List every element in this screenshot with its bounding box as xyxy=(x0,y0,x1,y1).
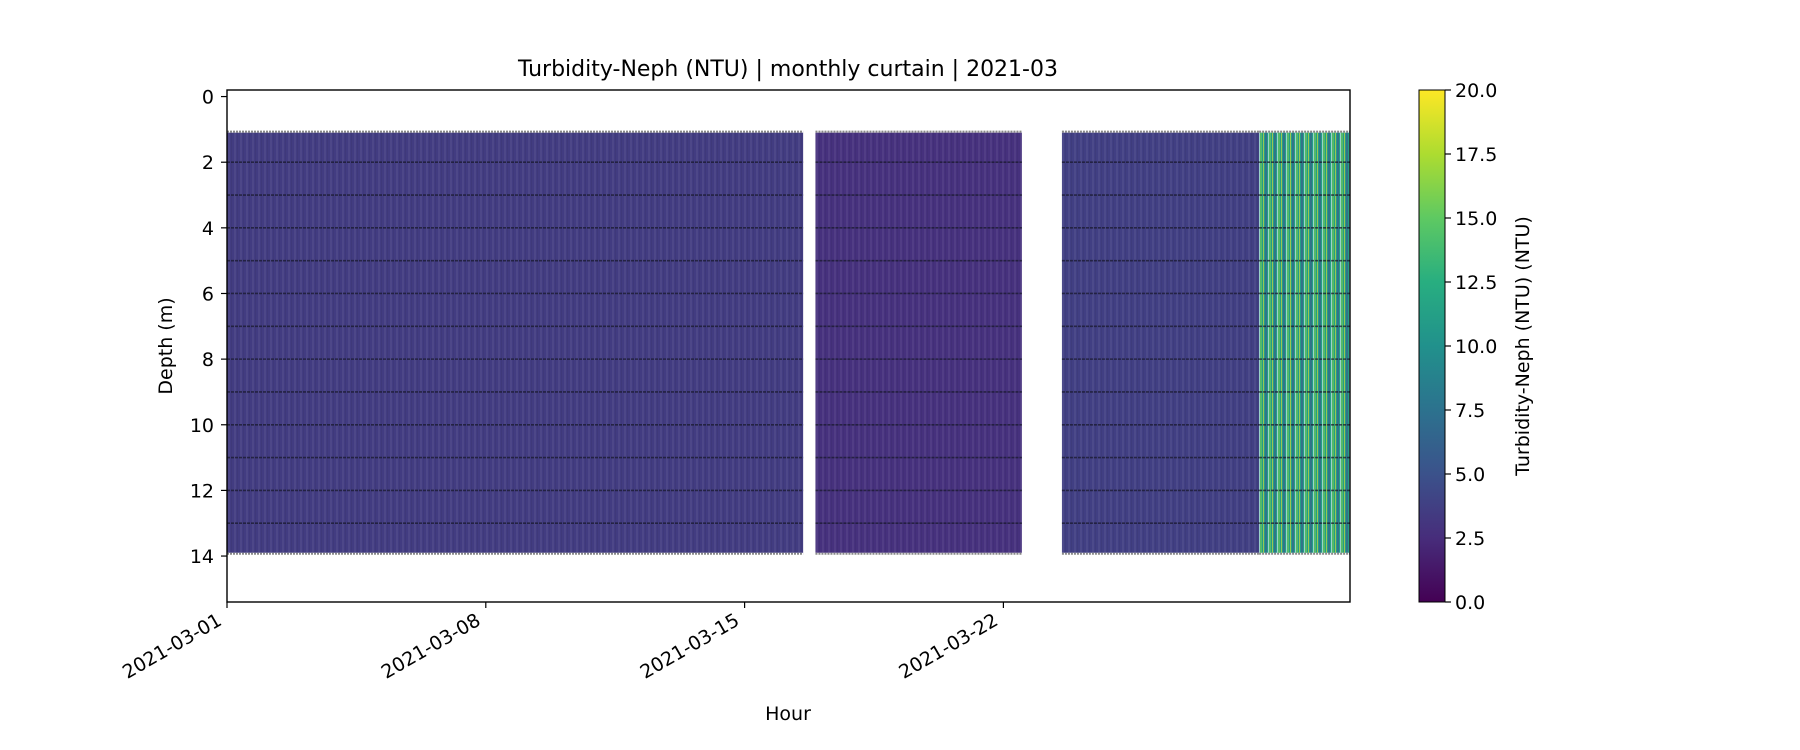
x-tick-label: 2021-03-22 xyxy=(895,609,1002,683)
y-tick-label: 4 xyxy=(202,218,214,240)
y-tick-label: 0 xyxy=(202,87,214,109)
x-tick-label: 2021-03-15 xyxy=(636,609,743,683)
colorbar-tick-label: 20.0 xyxy=(1455,80,1497,102)
colorbar-tick-label: 17.5 xyxy=(1455,144,1497,166)
curtain-texture xyxy=(1259,132,1350,553)
colorbar-tick-label: 5.0 xyxy=(1455,464,1485,486)
colorbar-tick-label: 2.5 xyxy=(1455,528,1485,550)
curtain-texture xyxy=(1061,132,1260,553)
colorbar-label: Turbidity-Neph (NTU) (NTU) xyxy=(1512,216,1534,477)
curtain-texture xyxy=(227,132,804,553)
colorbar-tick-label: 15.0 xyxy=(1455,208,1497,230)
x-axis-label: Hour xyxy=(765,703,811,725)
plot-area: 0 2 4 6 8 10 12 14 2021-03-01 2021-03-08 2021-03-1… xyxy=(119,87,1351,684)
colorbar-tick-label: 7.5 xyxy=(1455,400,1485,422)
y-tick-label: 6 xyxy=(202,283,214,305)
colorbar-gradient xyxy=(1418,89,1446,603)
y-axis-label: Depth (m) xyxy=(155,297,177,394)
colorbar-tick-label: 12.5 xyxy=(1455,272,1497,294)
x-tick-label: 2021-03-08 xyxy=(378,609,485,683)
y-tick-label: 12 xyxy=(190,480,214,502)
x-tick-label: 2021-03-01 xyxy=(119,609,226,683)
y-tick-label: 8 xyxy=(202,349,214,371)
curtain-texture xyxy=(815,132,1022,553)
colorbar: Turbidity-Neph (NTU) (NTU) 0.0 2.5 5.0 7.5 1… xyxy=(1418,80,1534,614)
y-tick-label: 10 xyxy=(190,415,214,437)
colorbar-tick-label: 0.0 xyxy=(1455,592,1485,614)
axes-frame xyxy=(226,89,1351,603)
colorbar-tick-label: 10.0 xyxy=(1455,336,1497,358)
y-tick-label: 14 xyxy=(190,546,214,568)
chart-title: Turbidity-Neph (NTU) | monthly curtain |… xyxy=(517,57,1058,82)
y-tick-label: 2 xyxy=(202,152,214,174)
